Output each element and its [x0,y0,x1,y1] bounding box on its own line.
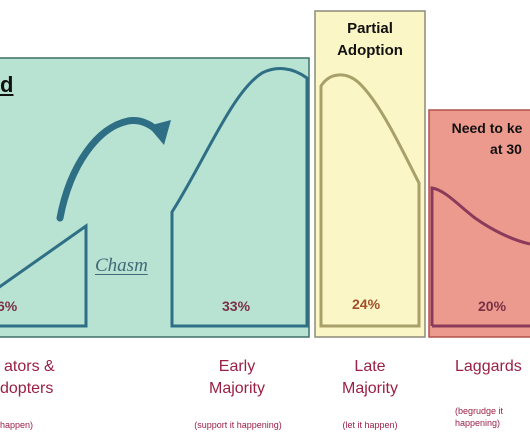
laggards-percent: 20% [478,298,507,314]
chasm-label: Chasm [95,255,148,276]
innovators-note: happen) [0,420,34,430]
innovators-title: ators & dopters [0,356,80,400]
innovators-curve [0,223,88,328]
late-majority-percent: 24% [352,296,381,312]
laggards-note-line1: (begrudge it [455,406,504,416]
partial-adoption-title: Partial Adoption [337,20,403,59]
heading-fragment: d [0,72,14,97]
laggards-note-line2: happening) [455,418,501,428]
laggards-note: (begrudge it happening) [455,405,530,429]
need-to-keep-panel [428,109,530,338]
need-to-keep-title-line1: Need to ke [451,120,523,136]
chasm-arrow-head [148,120,171,145]
early-majority-title-line2: Majority [208,380,265,397]
early-majority-title: Early Majority [192,356,282,400]
need-to-keep-title-line2: at 30 [490,141,522,157]
early-majority-percent: 33% [222,298,251,314]
innovators-percent: 6% [0,298,18,314]
early-majority-title-line1: Early [218,358,256,375]
laggards-curve [430,186,530,328]
late-majority-title-line1: Late [354,358,386,375]
late-majority-curve [319,73,421,328]
innovators-title-line2: dopters [0,380,54,397]
laggards-title: Laggards [455,356,530,378]
early-majority-curve [170,67,309,328]
early-majority-note: (support it happening) [194,420,282,430]
need-to-keep-title: Need to ke at 30 [437,118,530,160]
laggards-title-line1: Laggards [455,358,522,375]
late-majority-title: Late Majority [325,356,415,400]
late-majority-title-line2: Majority [341,380,398,397]
partial-adoption-panel [314,10,426,338]
green-panel [0,57,310,338]
chasm-arrow [56,117,164,222]
late-majority-note: (let it happen) [342,420,398,430]
innovators-title-line1: ators & [4,358,55,375]
